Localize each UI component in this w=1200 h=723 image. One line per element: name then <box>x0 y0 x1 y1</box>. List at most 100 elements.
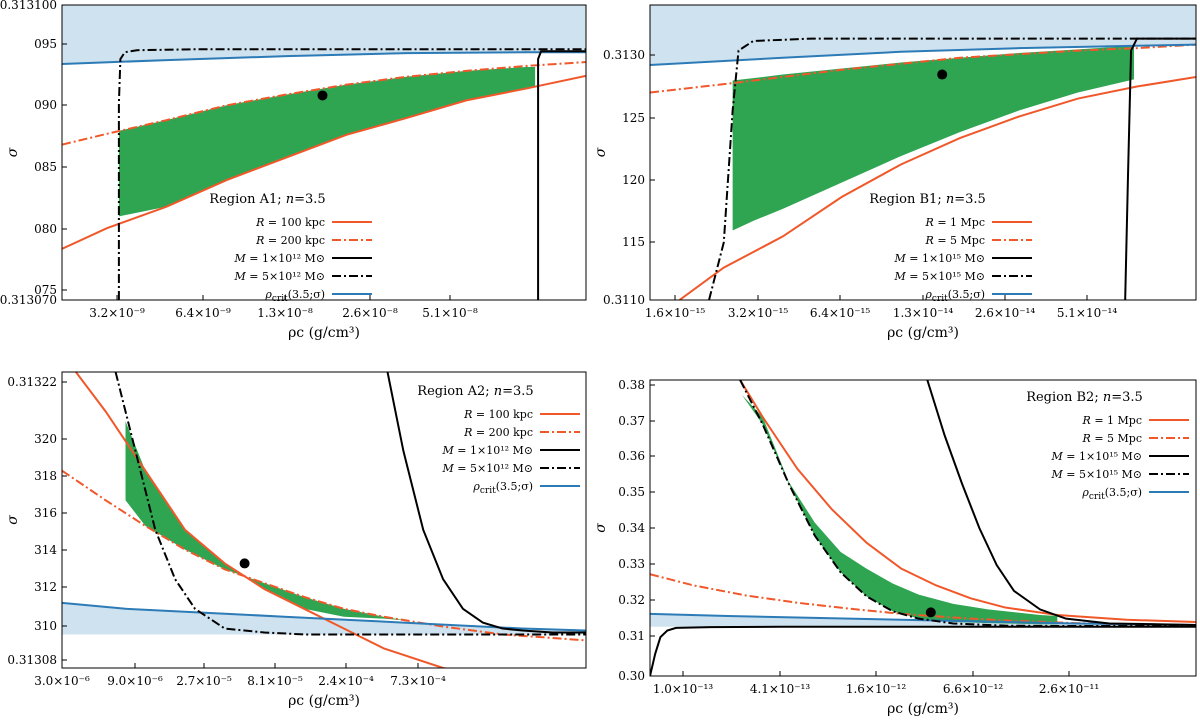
series-line <box>650 43 1196 94</box>
x-axis-label: ρc (g/cm³) <box>887 701 959 717</box>
excluded-region <box>62 602 586 635</box>
excluded-region <box>650 5 1196 65</box>
y-axis-label: σ <box>5 147 21 157</box>
y-tick-label: 090 <box>34 98 57 112</box>
y-tick-label: 0.3110 <box>603 293 645 307</box>
series-line <box>62 469 586 642</box>
x-tick-label: 5.1×10⁻¹⁴ <box>1057 306 1118 320</box>
x-axis-label: ρc (g/cm³) <box>887 325 959 341</box>
series-line <box>739 380 1196 628</box>
legend-label: M = 5×10¹⁵ M⊙ <box>894 270 985 283</box>
x-tick-label: 5.1×10⁻⁸ <box>422 306 478 320</box>
series-line <box>678 75 1196 300</box>
plot-area <box>62 372 586 668</box>
x-tick-label: 1.6×10⁻¹² <box>846 682 907 696</box>
series-line <box>62 601 586 632</box>
x-tick-label: 1.0×10⁻¹³ <box>653 682 714 696</box>
plot-area <box>650 5 1196 300</box>
y-tick-label: 0.31322 <box>7 375 57 389</box>
best-fit-point <box>317 90 328 101</box>
y-tick-label: 0.30 <box>618 669 645 683</box>
legend-label: R = 1 Mpc <box>1082 414 1142 427</box>
x-tick-label: 3.2×10⁻⁹ <box>89 306 145 320</box>
series-line <box>650 612 1196 626</box>
y-tick-label: 0.37 <box>618 414 645 428</box>
y-tick-label: 0.36 <box>618 449 645 463</box>
y-axis-label: σ <box>5 515 21 525</box>
x-tick-label: 6.4×10⁻⁹ <box>175 306 231 320</box>
series-line <box>537 50 586 300</box>
y-tick-label: 085 <box>34 160 57 174</box>
y-tick-label: 080 <box>34 222 57 236</box>
allowed-region <box>732 45 1135 231</box>
series-line <box>62 74 586 250</box>
series-line <box>650 625 1196 676</box>
y-tick-label: 0.34 <box>618 521 645 535</box>
y-tick-label: 115 <box>622 235 645 249</box>
legend-label: M = 1×10¹² M⊙ <box>442 444 533 457</box>
series-line <box>62 51 586 65</box>
legend-label: R = 200 kpc <box>463 426 533 439</box>
y-tick-label: 0.313100 <box>0 0 57 12</box>
y-tick-label: 075 <box>34 283 57 297</box>
series-line <box>739 380 1196 623</box>
legend-label: ρcrit(3.5;σ) <box>264 288 325 304</box>
legend-label: R = 200 kpc <box>255 234 325 247</box>
y-tick-label: 314 <box>34 543 57 557</box>
panel-a1: 3.2×10⁻⁹ 6.4×10⁻⁹ 1.3×10⁻⁸ 2.6×10⁻⁸ 5.1×10⁻⁸… <box>0 0 587 341</box>
legend-label: R = 100 kpc <box>255 216 325 229</box>
legend-label: R = 5 Mpc <box>1082 432 1142 445</box>
axes-frame <box>61 4 587 301</box>
y-tick-label: 120 <box>622 173 645 187</box>
panel-a2: 3.0×10⁻⁶ 9.0×10⁻⁶ 2.7×10⁻⁵ 8.1×10⁻⁵ 2.4×10⁻⁴… <box>5 371 587 709</box>
y-tick-label: 0.313070 <box>0 293 57 307</box>
legend: Region A1; n=3.5 R = 100 kpc R = 200 kpc M … <box>209 192 372 304</box>
legend: Region B1; n=3.5 R = 1 Mpc R = 5 Mpc M = 1×… <box>869 192 1032 304</box>
x-tick-label: 2.7×10⁻⁵ <box>176 674 232 688</box>
x-axis-label: ρc (g/cm³) <box>288 325 360 341</box>
x-tick-label: 2.6×10⁻¹¹ <box>1039 682 1099 696</box>
x-tick-label: 1.3×10⁻⁸ <box>257 306 313 320</box>
x-tick-label: 6.6×10⁻¹² <box>943 682 1004 696</box>
plot-area <box>62 5 586 300</box>
y-axis-label: σ <box>593 147 609 157</box>
legend-label: R = 1 Mpc <box>925 216 985 229</box>
best-fit-point <box>937 69 948 80</box>
x-tick-label: 6.4×10⁻¹⁵ <box>810 306 871 320</box>
legend-label: R = 100 kpc <box>463 408 533 421</box>
x-tick-label: 9.0×10⁻⁶ <box>107 674 163 688</box>
y-tick-label: 316 <box>34 506 57 520</box>
legend-label: M = 5×10¹² M⊙ <box>234 270 325 283</box>
legend-label: M = 1×10¹² M⊙ <box>234 252 325 265</box>
series-line <box>1124 37 1196 300</box>
x-tick-label: 2.6×10⁻¹⁴ <box>975 306 1036 320</box>
series-line <box>117 48 586 300</box>
legend-label: R = 5 Mpc <box>925 234 985 247</box>
legend: Region A2; n=3.5 R = 100 kpc R = 200 kpc M … <box>417 384 580 496</box>
y-tick-label: 0.31 <box>618 629 645 643</box>
legend-label: M = 1×10¹⁵ M⊙ <box>1051 450 1142 463</box>
series-line <box>926 380 1196 626</box>
series-line <box>650 573 1196 627</box>
y-tick-label: 095 <box>34 37 57 51</box>
y-tick-label: 0.31308 <box>7 653 57 667</box>
x-tick-label: 1.3×10⁻¹⁴ <box>893 306 954 320</box>
legend-label: ρcrit(3.5;σ) <box>924 288 985 304</box>
x-axis-label: ρc (g/cm³) <box>288 693 360 709</box>
y-tick-label: 318 <box>34 469 57 483</box>
x-tick-label: 7.3×10⁻⁴ <box>390 674 446 688</box>
panel-b1: 1.6×10⁻¹⁵ 3.2×10⁻¹⁵ 6.4×10⁻¹⁵ 1.3×10⁻¹⁴ 2.6×… <box>593 4 1197 341</box>
legend-title: Region A2; n=3.5 <box>417 384 533 399</box>
y-tick-label: 312 <box>34 580 57 594</box>
allowed-region <box>741 394 1058 625</box>
series-line <box>708 37 1196 300</box>
y-tick-label: 125 <box>622 111 645 125</box>
series-line <box>62 61 586 146</box>
legend-label: ρcrit(3.5;σ) <box>1081 486 1142 502</box>
x-tick-label: 3.2×10⁻¹⁵ <box>728 306 789 320</box>
legend-label: M = 5×10¹⁵ M⊙ <box>1051 468 1142 481</box>
legend-title: Region A1; n=3.5 <box>209 192 325 207</box>
x-tick-label: 2.4×10⁻⁴ <box>318 674 374 688</box>
series-line <box>650 43 1196 66</box>
y-tick-label: 0.3130 <box>603 48 645 62</box>
